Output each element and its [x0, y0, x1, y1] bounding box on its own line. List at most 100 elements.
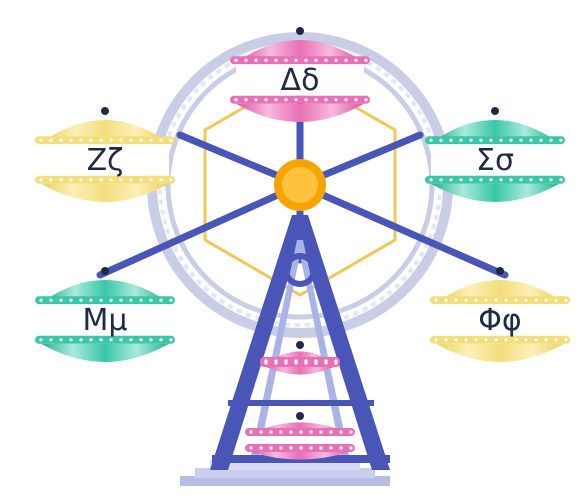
gondola-light — [129, 298, 133, 302]
gondola-light — [59, 338, 63, 342]
gondola-light — [514, 298, 518, 302]
gondola-light — [434, 338, 438, 342]
gondola-light — [304, 361, 308, 365]
gondola-light — [49, 338, 53, 342]
gondola-light — [279, 430, 283, 434]
gondola-light — [559, 178, 563, 182]
gondola-hanger — [296, 412, 304, 420]
gondola-bowl — [41, 183, 169, 202]
gondola-light — [59, 138, 63, 142]
gondola-light — [529, 178, 533, 182]
gondola-light — [464, 338, 468, 342]
gondola-light — [259, 446, 263, 450]
gondola-light — [249, 430, 253, 434]
gondola-light — [264, 361, 268, 365]
gondola-light — [429, 178, 433, 182]
gondola-light — [429, 138, 433, 142]
gondola-light — [169, 298, 173, 302]
gondola-light — [509, 138, 513, 142]
gondola-roof-rim — [430, 296, 570, 305]
gondola-light — [159, 298, 163, 302]
gondola-light — [169, 338, 173, 342]
gondola-light — [139, 338, 143, 342]
gondola-light — [459, 138, 463, 142]
gondola-light — [554, 298, 558, 302]
gondola-roof — [435, 120, 555, 141]
gondola-light — [284, 58, 288, 62]
gondola-light — [449, 178, 453, 182]
gondola-light — [434, 298, 438, 302]
gondola-light — [289, 446, 293, 450]
gondola-light — [454, 298, 458, 302]
gondola-light — [314, 98, 318, 102]
gondola-light — [324, 58, 328, 62]
gondola-light — [484, 298, 488, 302]
gondola-light — [119, 178, 123, 182]
gondola-light — [39, 298, 43, 302]
gondola-light — [294, 98, 298, 102]
gondola-light — [504, 338, 508, 342]
gondola-light — [109, 138, 113, 142]
gondola-light — [159, 338, 163, 342]
gondola-light — [339, 430, 343, 434]
gondola-light — [59, 298, 63, 302]
gondola-window — [431, 144, 559, 176]
gondola-label: Μμ — [83, 303, 128, 338]
gondola-light — [504, 298, 508, 302]
gondola-light — [469, 178, 473, 182]
gondola-light — [334, 361, 338, 365]
gondola-light — [79, 338, 83, 342]
gondola-window — [251, 436, 349, 444]
gondola-light — [274, 58, 278, 62]
gondola-light — [269, 446, 273, 450]
gondola-bottom-rim — [35, 335, 175, 344]
gondola-light — [519, 178, 523, 182]
gondola-light — [129, 338, 133, 342]
gondola-light — [69, 178, 73, 182]
hub-center — [282, 167, 318, 203]
gondola-light — [149, 298, 153, 302]
gondola-light — [89, 178, 93, 182]
gondola-light — [349, 446, 353, 450]
gondola-light — [289, 430, 293, 434]
gondola-light — [264, 98, 268, 102]
gondola-light — [519, 138, 523, 142]
gondola-light — [39, 138, 43, 142]
gondola-pink-unlabeled — [260, 341, 340, 375]
gondola-light — [294, 58, 298, 62]
gondola-light — [494, 298, 498, 302]
gondola-light — [79, 138, 83, 142]
gondola-bottom-rim — [425, 175, 565, 184]
gondola-light — [559, 138, 563, 142]
gondola-light — [169, 138, 173, 142]
gondola-hanger — [101, 107, 109, 115]
gondola-light — [89, 138, 93, 142]
gondola-light — [499, 178, 503, 182]
gondola-roof — [45, 120, 165, 141]
gondola-light — [274, 98, 278, 102]
gondola-light — [539, 178, 543, 182]
gondola-light — [459, 178, 463, 182]
gondola-light — [59, 178, 63, 182]
gondola-light — [524, 338, 528, 342]
gondola-window — [41, 144, 169, 176]
gondola-light — [309, 446, 313, 450]
gondola-label: Δδ — [281, 63, 320, 98]
gondola-yellow: Φφ — [430, 267, 570, 362]
gondola-light — [39, 338, 43, 342]
gondola-light — [249, 446, 253, 450]
gondola-light — [234, 58, 238, 62]
gondola-light — [99, 338, 103, 342]
gondola-light — [439, 178, 443, 182]
support-tower — [210, 215, 390, 470]
gondola-light — [284, 98, 288, 102]
gondola-light — [324, 98, 328, 102]
gondola-bowl — [236, 103, 364, 122]
gondola-teal: Μμ — [35, 267, 175, 362]
gondola-light — [99, 298, 103, 302]
gondola-light — [139, 298, 143, 302]
gondola-roof-rim — [230, 56, 370, 65]
gondola-light — [469, 138, 473, 142]
gondola-bottom-rim — [430, 335, 570, 344]
gondola-light — [484, 338, 488, 342]
